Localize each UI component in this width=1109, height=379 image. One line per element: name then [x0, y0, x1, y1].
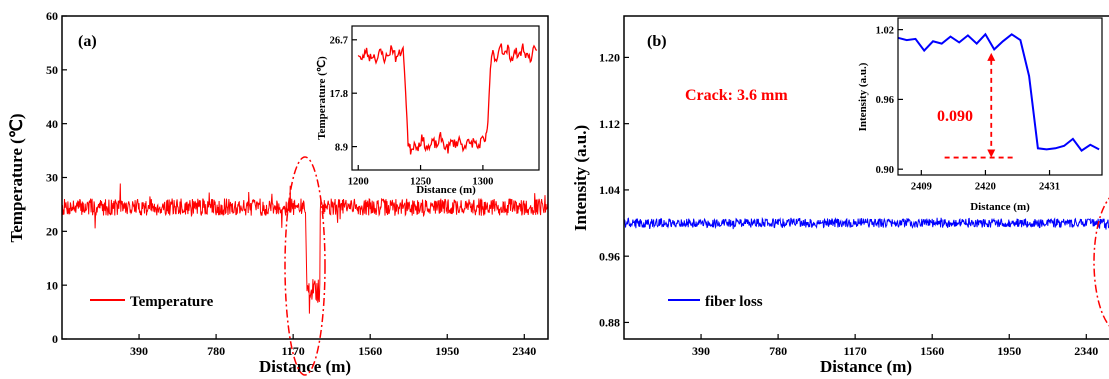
panel-b-ylabel: Intensity (a.u.)	[571, 125, 590, 231]
x-tick-label: 780	[207, 344, 225, 358]
x-tick-label: 2409	[911, 182, 932, 193]
inset-a-axis-ticks: 1200 1250 1300 8.9 17.8 26.7	[330, 35, 494, 187]
x-tick-label: 1170	[281, 344, 304, 358]
legend-label-fiber-loss: fiber loss	[705, 294, 763, 310]
drop-arrow-head-down	[987, 149, 996, 158]
y-tick-label: 60	[46, 9, 58, 23]
panel-a-ylabel: Temperature (℃)	[7, 113, 26, 242]
panel-a-label: (a)	[78, 33, 97, 50]
panel-b-legend: fiber loss	[668, 294, 763, 310]
x-tick-label: 2431	[1039, 182, 1060, 193]
x-tick-label: 1250	[410, 177, 431, 188]
panel-b-xlabel: Distance (m)	[820, 357, 912, 376]
y-tick-label: 0.96	[876, 95, 894, 106]
y-tick-label: 40	[46, 117, 58, 131]
panel-b-inset: 2409 2420 2431 0.90 0.96 1.02 Distance (m) In…	[857, 17, 1103, 213]
panel-a-legend: Temperature	[90, 294, 214, 310]
y-tick-label: 50	[46, 63, 58, 77]
inset-b-frame	[897, 17, 1103, 176]
y-tick-label: 1.04	[599, 183, 620, 197]
temperature-series	[61, 183, 549, 314]
y-tick-label: 10	[46, 278, 58, 292]
inset-b-xlabel: Distance (m)	[970, 201, 1030, 213]
inset-a-ylabel: Temperature (℃)	[316, 56, 328, 140]
x-tick-label: 1950	[435, 344, 459, 358]
y-tick-label: 0.88	[599, 316, 620, 330]
intensity-drop-annotation	[944, 52, 1015, 159]
inset-temperature-series	[357, 43, 538, 155]
x-tick-label: 2340	[512, 344, 536, 358]
inset-b-axis-ticks: 2409 2420 2431 0.90 0.96 1.02	[876, 25, 1060, 192]
y-tick-label: 17.8	[330, 89, 348, 100]
y-tick-label: 0	[52, 332, 58, 346]
inset-fiber-loss-series	[897, 32, 1100, 152]
y-tick-label: 0.96	[599, 249, 620, 263]
inset-b-ylabel: Intensity (a.u.)	[857, 62, 869, 131]
panel-b: 390 780 1170 1560 1950 2340 0.88 0.96 1.04 1.12 1.…	[571, 15, 1109, 376]
x-tick-label: 780	[769, 344, 787, 358]
intensity-drop-label: 0.090	[937, 108, 973, 125]
y-tick-label: 1.02	[876, 25, 894, 36]
inset-b-background	[898, 18, 1102, 175]
drop-arrow-head-up	[987, 52, 996, 61]
x-tick-label: 2340	[1074, 344, 1098, 358]
y-tick-label: 1.12	[599, 117, 620, 131]
panel-a-frame	[61, 15, 549, 340]
panel-b-label: (b)	[647, 33, 667, 50]
x-tick-label: 390	[692, 344, 710, 358]
x-tick-label: 1300	[472, 177, 493, 188]
x-tick-label: 390	[130, 344, 148, 358]
x-tick-label: 1560	[920, 344, 944, 358]
x-tick-label: 2420	[975, 182, 996, 193]
inset-fiber-loss-line	[897, 32, 1100, 152]
panel-b-frame	[623, 15, 1109, 340]
panel-a-xlabel: Distance (m)	[259, 357, 351, 376]
y-tick-label: 8.9	[335, 142, 348, 153]
y-tick-label: 26.7	[330, 35, 348, 46]
inset-a-frame	[351, 25, 540, 171]
fiber-loss-line	[623, 216, 1109, 230]
dip-highlight-ellipse	[284, 156, 326, 376]
legend-label-temperature: Temperature	[130, 294, 214, 310]
y-tick-label: 0.90	[876, 165, 894, 176]
temperature-axis-ticks: 390 780 1170 1560 1950 2340 0 10 20 30 40 50 60	[46, 9, 536, 358]
y-tick-label: 30	[46, 171, 58, 185]
x-tick-label: 1200	[348, 177, 369, 188]
x-tick-label: 1560	[358, 344, 382, 358]
x-tick-label: 1170	[843, 344, 866, 358]
inset-temperature-line	[357, 43, 538, 155]
x-tick-label: 1950	[997, 344, 1021, 358]
y-tick-label: 20	[46, 225, 58, 239]
panel-a-inset: 1200 1250 1300 8.9 17.8 26.7 Distance (m) Tem…	[316, 25, 540, 196]
y-tick-label: 1.20	[599, 51, 620, 65]
inset-a-xlabel: Distance (m)	[416, 184, 476, 196]
intensity-axis-ticks: 390 780 1170 1560 1950 2340 0.88 0.96 1.04 1.12 1.…	[599, 51, 1098, 358]
fiber-loss-series	[623, 216, 1109, 230]
temperature-line	[61, 183, 549, 314]
crack-annotation: Crack: 3.6 mm	[685, 87, 788, 104]
crack-highlight-ellipse	[1093, 197, 1109, 327]
